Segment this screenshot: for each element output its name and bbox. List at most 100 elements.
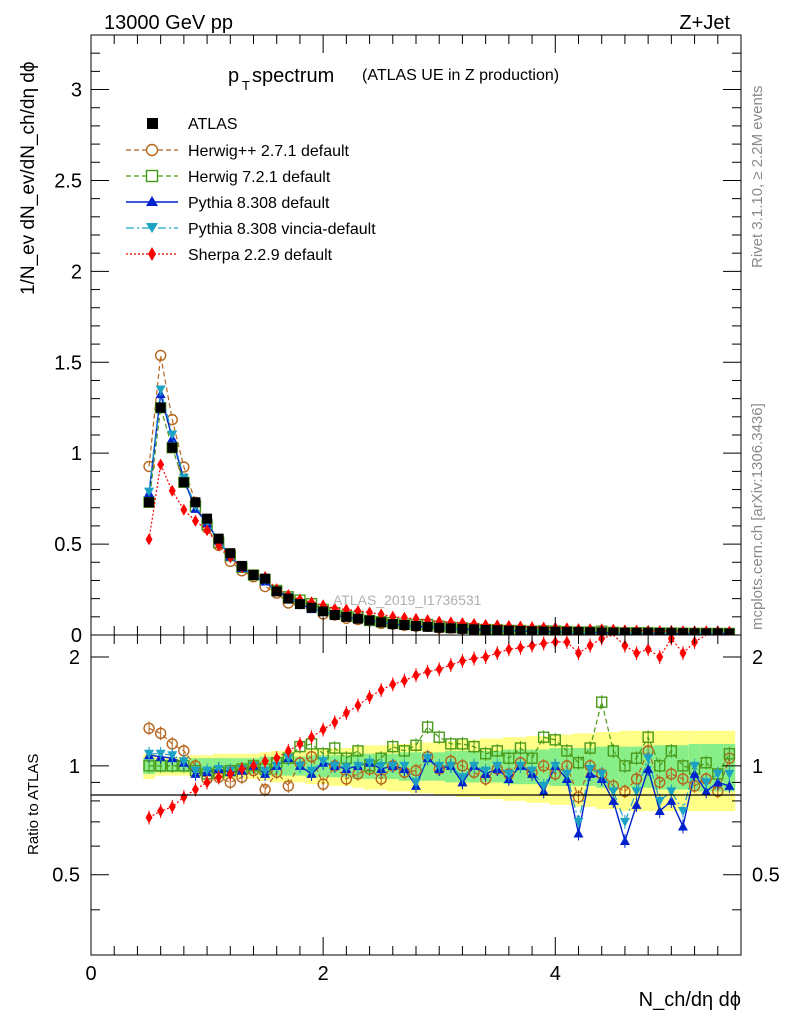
ratio-point-vincia: [596, 769, 607, 779]
ratio-point-pythia: [666, 795, 677, 805]
ratio-point-herwig7: [561, 745, 573, 757]
legend-item-herwig7: Herwig 7.2.1 default: [126, 169, 331, 186]
band-inner: [607, 746, 620, 788]
ratio-axis-label: Ratio to ATLAS: [25, 754, 42, 855]
ratio-point-vincia: [515, 761, 526, 771]
point-atlas: [260, 573, 271, 584]
ratio-point-sherpa: [342, 706, 350, 719]
point-atlas: [271, 586, 282, 597]
process-label: Z+Jet: [679, 12, 730, 34]
ratio-point-herwig7: [596, 696, 608, 708]
ratio-point-vincia: [271, 761, 282, 771]
ratio-panel-markers: [143, 635, 736, 848]
point-atlas: [515, 626, 526, 635]
ratio-tick-label-left: 1: [69, 756, 80, 778]
point-atlas: [178, 477, 189, 488]
ratio-point-herwig7: [723, 748, 736, 760]
ratio-point-sherpa: [586, 639, 594, 652]
ratio-point-vincia: [619, 817, 630, 827]
y-tick-label: 1: [71, 443, 82, 465]
y-tick-label: 3: [71, 80, 82, 102]
point-atlas: [654, 628, 665, 635]
ratio-point-vincia: [492, 761, 503, 771]
ratio-point-herwig7: [456, 738, 469, 750]
ratio-point-vincia: [643, 754, 654, 764]
ratio-point-herwigpp: [630, 773, 643, 785]
ratio-point-vincia: [666, 787, 677, 797]
ratio-point-vincia: [190, 766, 201, 776]
point-atlas: [213, 533, 224, 544]
ratio-point-vincia: [712, 769, 723, 779]
point-atlas: [561, 626, 572, 635]
ratio-point-vincia: [318, 757, 329, 767]
ratio-point-herwigpp: [305, 750, 318, 763]
x-tick-label: 4: [550, 963, 561, 985]
ratio-point-sherpa: [575, 647, 582, 660]
title-analysis: (ATLAS UE in Z production): [362, 67, 559, 84]
ratio-point-vincia: [469, 761, 480, 771]
point-atlas: [422, 621, 433, 632]
legend-label-pythia: Pythia 8.308 default: [188, 195, 330, 212]
ratio-point-herwig7: [503, 752, 515, 764]
ratio-point-herwigpp: [619, 785, 631, 798]
ratio-point-vincia: [434, 761, 445, 771]
ratio-point-sherpa: [331, 716, 339, 729]
ratio-point-sherpa: [157, 805, 165, 818]
ratio-point-sherpa: [366, 691, 374, 704]
ratio-point-pythia: [712, 777, 723, 787]
point-atlas: [364, 615, 375, 626]
ratio-point-sherpa: [354, 699, 362, 712]
legend-marker-vincia: [146, 223, 158, 233]
point-atlas: [492, 625, 503, 635]
ratio-point-herwig7: [445, 738, 457, 750]
legend-item-vincia: Pythia 8.308 vincia-default: [126, 221, 376, 238]
ratio-point-vincia: [689, 761, 700, 771]
point-atlas: [469, 624, 480, 635]
ratio-point-herwig7: [387, 740, 399, 753]
ratio-point-sherpa: [284, 744, 292, 757]
ratio-point-pythia: [689, 768, 700, 778]
ratio-point-herwigpp: [154, 727, 167, 740]
ratio-point-vincia: [654, 796, 665, 806]
point-vincia: [144, 487, 155, 497]
point-atlas: [677, 628, 688, 635]
mcplots-label: mcplots.cern.ch [arXiv:1306.3436]: [749, 403, 766, 630]
ratio-point-sherpa: [273, 752, 281, 765]
point-atlas: [318, 606, 329, 617]
ratio-tick-label-left: 2: [69, 647, 80, 669]
legend-marker-pythia: [146, 196, 158, 206]
ratio-point-vincia: [364, 758, 375, 768]
ratio-point-herwig7: [491, 745, 503, 757]
ratio-point-herwigpp: [282, 780, 295, 792]
legend-item-sherpa: Sherpa 2.2.9 default: [126, 247, 333, 264]
ratio-point-sherpa: [493, 647, 501, 660]
ratio-point-herwigpp: [537, 760, 550, 772]
point-sherpa: [145, 533, 153, 546]
point-sherpa: [168, 484, 176, 497]
ratio-point-herwigpp: [688, 780, 701, 792]
ratio-point-herwig7: [642, 731, 654, 743]
point-atlas: [248, 570, 259, 580]
point-atlas: [445, 623, 456, 634]
ratio-tick-label-right: 1: [752, 756, 763, 778]
point-atlas: [724, 628, 735, 635]
title-subscript-t: T: [242, 78, 250, 93]
ratio-point-sherpa: [308, 731, 316, 744]
legend: ATLAS Herwig++ 2.7.1 default Herwig 7.2.…: [126, 116, 376, 264]
ratio-point-vincia: [608, 787, 619, 797]
ratio-point-sherpa: [389, 678, 397, 691]
ratio-point-pythia: [643, 764, 654, 774]
ratio-point-vincia: [677, 807, 688, 817]
ratio-point-herwig7: [572, 757, 585, 769]
ratio-point-vincia: [283, 754, 294, 764]
rivet-label: Rivet 3.1.10, ≥ 2.2M events: [749, 86, 766, 269]
point-sherpa: [157, 458, 165, 471]
ratio-point-vincia: [457, 773, 468, 783]
ratio-tick-label-left: 0.5: [52, 865, 80, 887]
ratio-point-vincia: [631, 787, 642, 797]
point-atlas: [399, 620, 410, 630]
ratio-point-sherpa: [180, 791, 188, 804]
ratio-point-sherpa: [250, 759, 257, 772]
legend-label-atlas: ATLAS: [188, 116, 238, 133]
